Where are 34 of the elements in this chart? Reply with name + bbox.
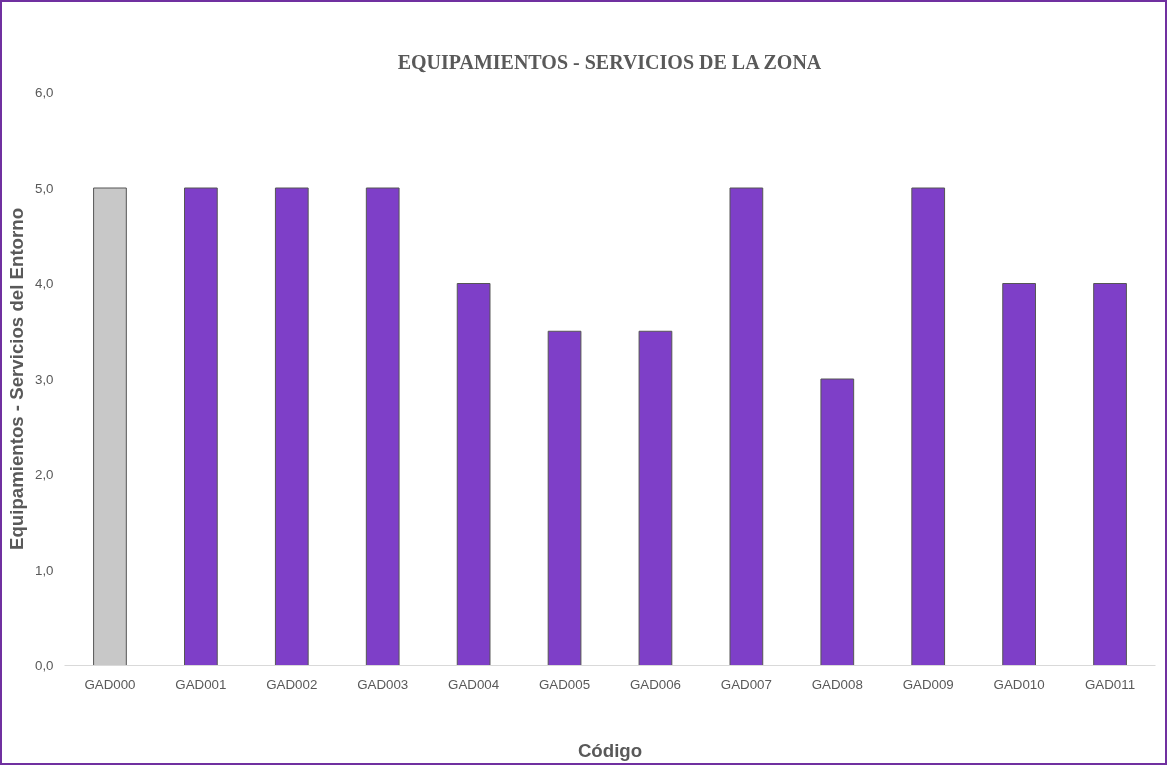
x-tick-label: GAD005 (538, 676, 591, 692)
y-tick-label: 5,0 (34, 180, 54, 196)
bar (1093, 283, 1127, 666)
y-tick-label: 6,0 (34, 85, 54, 100)
x-tick-label: GAD008 (811, 676, 863, 692)
x-tick-label: GAD006 (629, 676, 682, 692)
y-tick-label: 0,0 (34, 658, 54, 673)
y-tick-label: 4,0 (34, 276, 54, 291)
bar (93, 187, 127, 666)
bar (1002, 283, 1036, 666)
bar (911, 187, 946, 666)
y-tick-label: 2,0 (34, 467, 54, 482)
x-tick-label: GAD000 (84, 676, 136, 692)
chart-title: EQUIPAMIENTOS - SERVICIOS DE LA ZONA (397, 50, 822, 73)
bar (729, 187, 764, 666)
y-axis-title: Equipamientos - Servicios del Entorno (5, 207, 27, 551)
x-tick-label: GAD011 (1084, 676, 1136, 692)
x-tick-label: GAD004 (448, 676, 500, 692)
x-tick-label: GAD009 (902, 676, 954, 692)
x-tick-label: GAD002 (266, 676, 318, 692)
bar (365, 187, 400, 666)
x-tick-label: GAD007 (720, 676, 772, 692)
y-tick-label: 3,0 (34, 371, 54, 387)
bar (184, 187, 218, 666)
x-tick-label: GAD003 (357, 676, 409, 692)
bar (274, 187, 309, 666)
x-tick-label: GAD001 (175, 676, 227, 692)
y-tick-label: 1,0 (34, 562, 54, 578)
bar (638, 330, 673, 666)
bar (820, 378, 855, 666)
x-tick-label: GAD010 (993, 676, 1045, 692)
bar (456, 283, 491, 666)
x-axis-title: Código (577, 739, 643, 761)
bar (547, 330, 582, 666)
